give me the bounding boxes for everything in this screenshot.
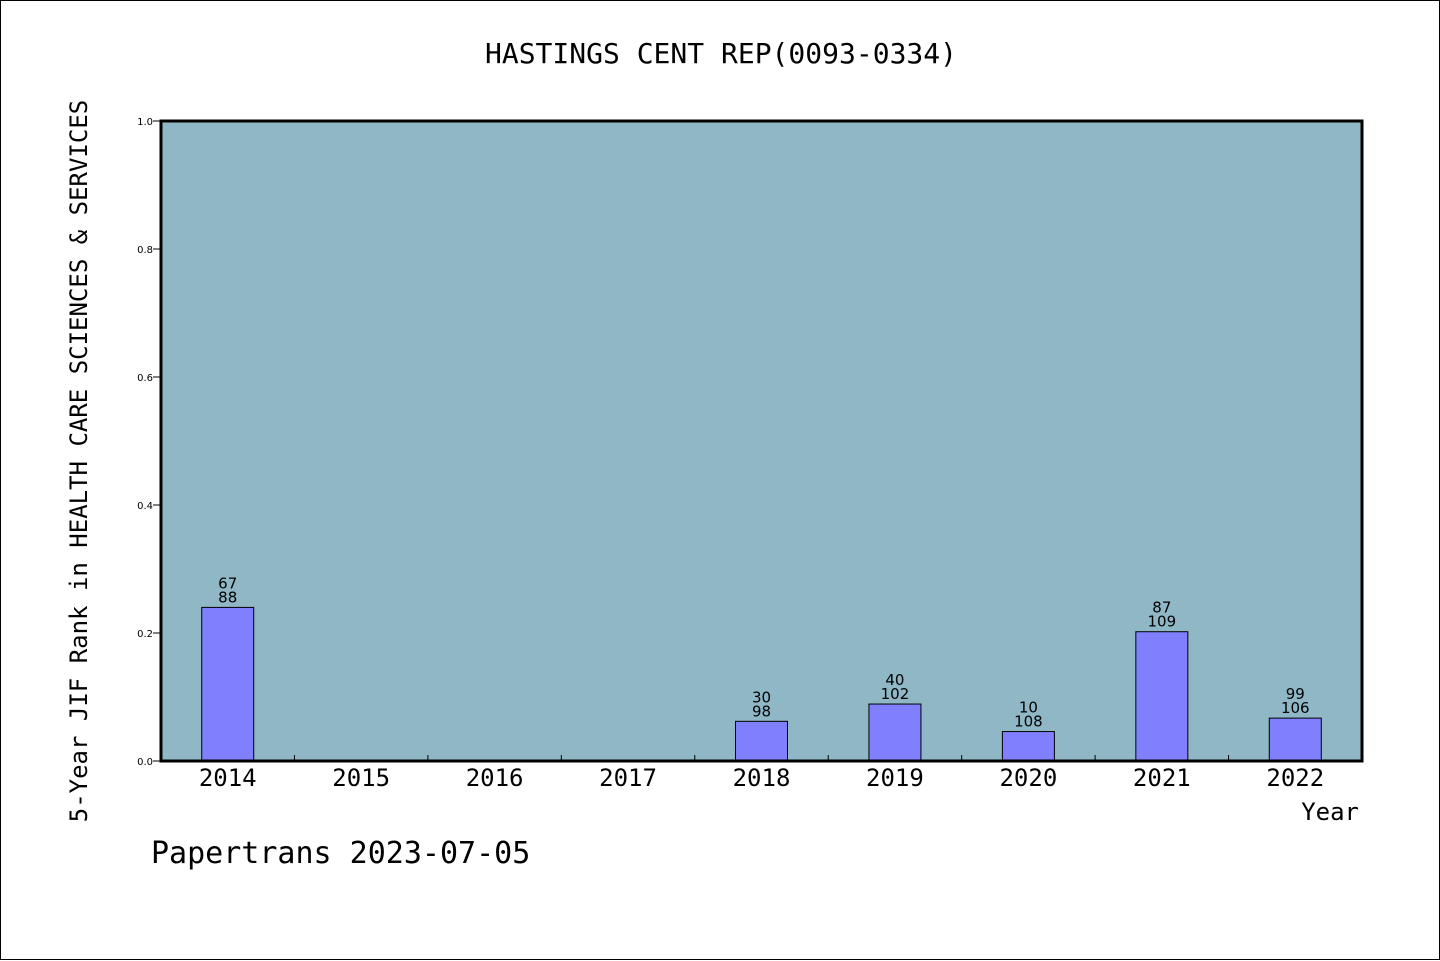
x-tick-label-2018: 2018 [733,764,791,792]
rank-label-2014: 67 [218,574,237,592]
y-tick-label: 0.2 [137,629,153,640]
x-tick-label-2014: 2014 [199,764,257,792]
rank-label-2020: 10 [1019,699,1038,717]
x-tick-label-2016: 2016 [466,764,524,792]
total-label-2018: 98 [752,702,771,720]
footer-watermark: Papertrans 2023-07-05 [151,836,531,871]
rank-label-2021: 87 [1152,599,1171,617]
total-label-2014: 88 [218,588,237,606]
y-tick-label: 0.8 [137,245,153,256]
rank-label-2018: 30 [752,688,771,706]
y-tick-label: 0.0 [137,757,153,768]
total-label-2020: 108 [1014,713,1043,731]
total-label-2022: 106 [1281,699,1310,717]
total-label-2019: 102 [881,685,910,703]
rank-label-2019: 40 [885,671,904,689]
x-tick-label-2022: 2022 [1266,764,1324,792]
bar-2018 [735,720,788,762]
x-tick-label-2015: 2015 [332,764,390,792]
bar-2014 [201,606,255,762]
y-tick-label: 1.0 [137,117,153,128]
plot-border [159,119,1364,763]
bar-2021 [1135,631,1189,762]
x-tick-label-2017: 2017 [599,764,657,792]
x-tick-label-2021: 2021 [1133,764,1191,792]
rank-label-2022: 99 [1286,685,1305,703]
total-label-2021: 109 [1148,613,1177,631]
x-tick-label-2019: 2019 [866,764,924,792]
y-tick-label: 0.4 [137,501,153,512]
bar-2019 [868,703,922,762]
x-tick-label-2020: 2020 [999,764,1057,792]
chart-title: HASTINGS CENT REP(0093-0334) [484,37,957,70]
y-tick-label: 0.6 [137,373,153,384]
x-axis-label: Year [1301,798,1359,826]
bar-2022 [1268,717,1322,762]
bar-2020 [1001,731,1055,762]
